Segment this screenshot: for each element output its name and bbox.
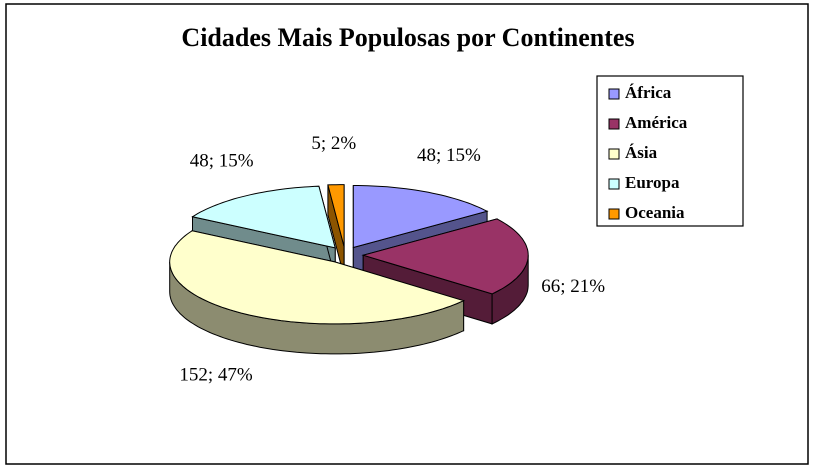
slice — [169, 230, 466, 325]
legend-swatch — [608, 148, 620, 160]
legend-label: África — [625, 83, 672, 102]
legend-swatch — [608, 178, 620, 190]
legend-swatch — [608, 118, 620, 130]
legend-label: Europa — [625, 173, 680, 192]
chart-title: Cidades Mais Populosas por Continentes — [181, 23, 634, 52]
slice — [191, 185, 336, 249]
legend-box — [596, 75, 744, 227]
data-label: 66; 21% — [541, 276, 605, 297]
legend-swatch — [608, 208, 620, 220]
slice — [361, 218, 529, 295]
data-label: 152; 47% — [179, 364, 253, 385]
legend-label: Ásia — [625, 143, 658, 162]
legend-swatch — [608, 88, 620, 100]
legend-label: América — [625, 113, 688, 132]
slice — [352, 185, 489, 249]
data-label: 48; 15% — [417, 145, 481, 166]
legend-label: Oceania — [625, 203, 685, 222]
data-label: 48; 15% — [190, 150, 254, 171]
data-label: 5; 2% — [311, 133, 356, 154]
slice — [327, 184, 345, 247]
